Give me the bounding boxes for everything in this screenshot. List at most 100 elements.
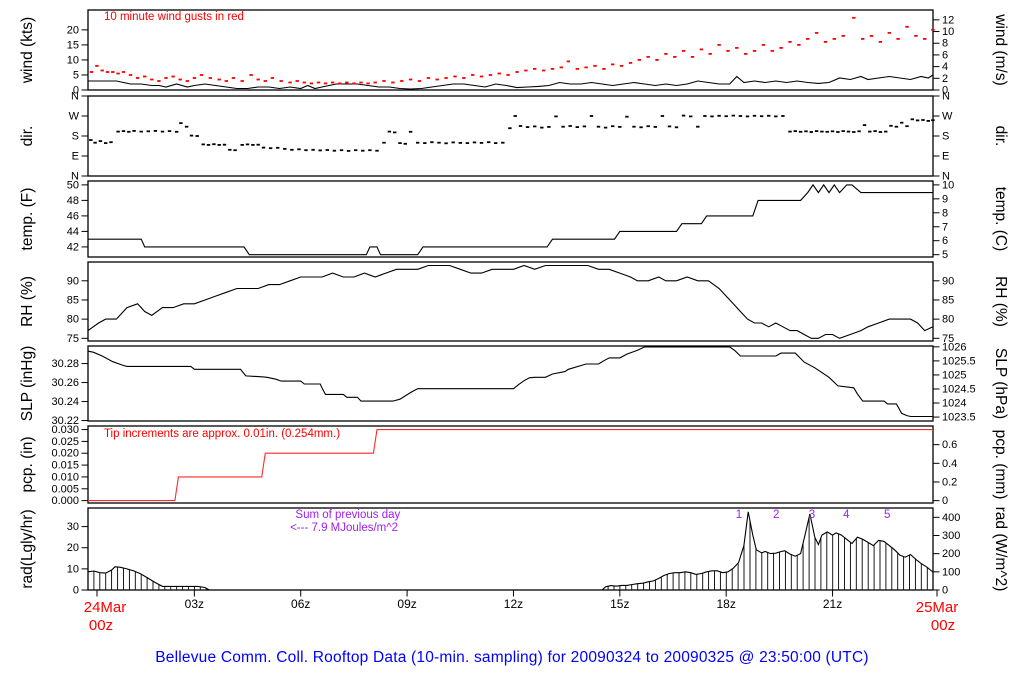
dot <box>98 140 103 142</box>
dot <box>179 122 183 124</box>
dot <box>540 126 544 129</box>
dot <box>814 32 819 34</box>
dot <box>515 71 519 73</box>
dot <box>681 50 686 52</box>
dot <box>184 125 189 128</box>
pressure-line <box>87 346 933 418</box>
right-tick-label: 0.4 <box>942 458 957 470</box>
annotation-rad-0: Sum of previous day <box>295 509 400 521</box>
dot <box>745 115 750 118</box>
dot <box>619 65 624 67</box>
dot <box>710 115 714 118</box>
dot <box>820 130 824 133</box>
right-tick-label: 5 <box>942 249 948 261</box>
dot <box>915 119 920 122</box>
dot <box>263 80 267 82</box>
right-tick-label: S <box>942 131 949 143</box>
dot <box>752 114 757 117</box>
dot <box>869 35 874 37</box>
left-tick-label: 0.020 <box>51 448 79 460</box>
dot <box>104 142 108 144</box>
left-tick-label: 30.24 <box>51 396 79 408</box>
dot <box>646 56 650 58</box>
end-time-label: 00z <box>931 617 955 634</box>
right-tick-label: 9 <box>942 193 948 205</box>
dot <box>862 124 867 126</box>
dot <box>618 126 622 128</box>
milestone-1: 1 <box>736 509 742 521</box>
dot <box>575 126 579 128</box>
radiation-bars <box>87 517 928 590</box>
dot <box>639 126 643 129</box>
dot <box>408 78 413 81</box>
axis-title-left-pcp: pcp. (in) <box>19 437 36 493</box>
dot <box>797 44 801 46</box>
left-tick-label: 0 <box>73 585 79 597</box>
panel-pcp-frame <box>87 425 934 504</box>
right-tick-label: 0 <box>942 585 948 597</box>
dot <box>251 144 255 146</box>
dot <box>889 124 893 127</box>
dot <box>93 141 97 144</box>
dot <box>116 72 120 75</box>
dot <box>330 81 335 84</box>
right-tick-label: 1025 <box>942 369 966 381</box>
dot <box>400 80 404 82</box>
dot <box>373 81 377 84</box>
right-tick-label: 1023.5 <box>942 412 976 424</box>
dot <box>276 146 280 149</box>
panel-temp: 42 44 46 48 50 5 6 7 8 9 10 temp. (F) temp. (C) <box>19 179 1009 261</box>
dot <box>703 115 707 117</box>
dot <box>105 71 110 73</box>
dot <box>309 82 314 85</box>
dot <box>100 69 104 72</box>
axis-title-left-rad: rad(Lgly/hr) <box>19 509 36 588</box>
panel-temp-frame <box>87 180 934 258</box>
dot <box>121 71 126 73</box>
milestone-4: 4 <box>843 509 850 521</box>
dot <box>240 80 244 82</box>
dot <box>735 47 739 49</box>
dot <box>582 125 587 128</box>
dot <box>825 130 829 133</box>
dot <box>589 115 594 117</box>
dot <box>814 130 819 132</box>
right-tick-label: 4 <box>942 61 948 73</box>
dot <box>143 75 147 78</box>
right-tick-label: N <box>942 171 950 183</box>
dot <box>201 143 205 146</box>
dot <box>914 35 918 37</box>
panel-rh-frame <box>87 261 934 342</box>
dot <box>245 143 250 146</box>
dot <box>744 53 748 55</box>
dot <box>681 114 686 117</box>
dot <box>318 149 322 152</box>
dot <box>611 125 615 128</box>
axis-title-left-rh: RH (%) <box>19 276 36 327</box>
dot <box>261 146 266 149</box>
dot <box>382 141 386 144</box>
dot <box>339 149 344 152</box>
dot <box>726 50 730 52</box>
dot <box>185 80 189 82</box>
left-tick-label: 10 <box>67 54 79 66</box>
dot <box>547 126 551 128</box>
dot <box>139 130 143 133</box>
dot <box>89 139 93 141</box>
dot <box>896 38 900 40</box>
dot <box>533 68 537 70</box>
right-tick-label: 6 <box>942 49 948 61</box>
dot <box>375 149 379 152</box>
dot <box>167 130 172 132</box>
dot <box>387 130 392 133</box>
dot <box>533 125 537 128</box>
dot <box>689 115 693 118</box>
annotation-rad-1: <--- 7.9 MJoules/m^2 <box>290 522 398 534</box>
dot <box>486 141 491 144</box>
right-tick-label: 100 <box>942 566 960 578</box>
left-tick-label: 0.030 <box>51 424 79 436</box>
